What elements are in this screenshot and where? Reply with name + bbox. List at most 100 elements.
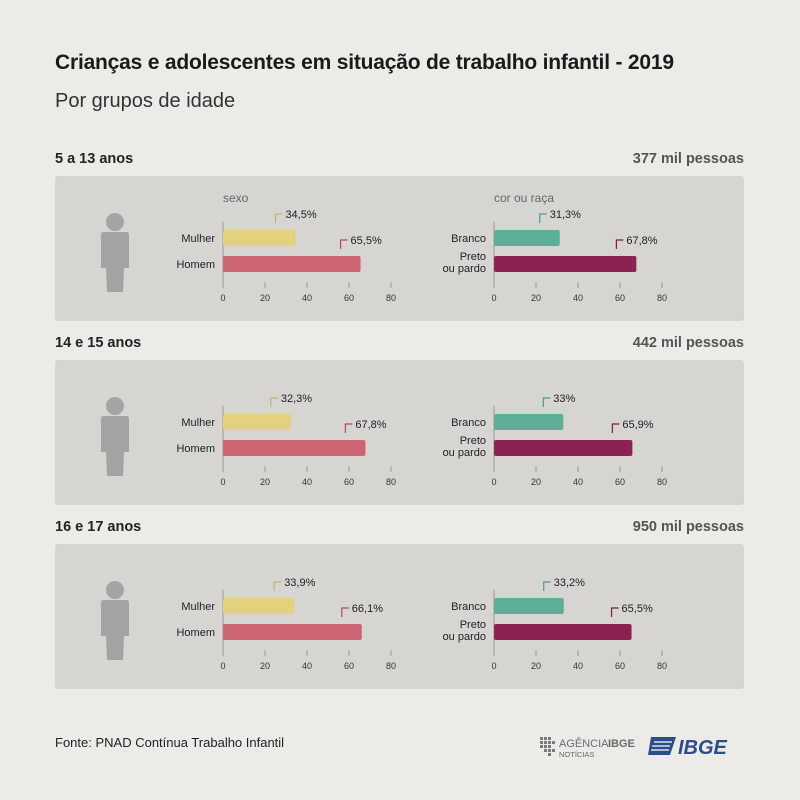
- value-label-branco: 31,3%: [550, 209, 581, 221]
- x-tick-label: 20: [260, 661, 270, 671]
- value-label-preto-pardo: 65,9%: [622, 419, 653, 431]
- value-label-branco: 33,2%: [554, 577, 585, 589]
- category-label-mulher: Mulher: [181, 601, 215, 613]
- x-tick-label: 80: [386, 477, 396, 487]
- group-label-5-13: 5 a 13 anos: [55, 151, 134, 167]
- x-tick-label: 0: [220, 661, 225, 671]
- x-tick-label: 40: [302, 477, 312, 487]
- bar-homem: [223, 256, 361, 272]
- agencia-logo-brand: IBGE: [608, 738, 635, 750]
- bar-homem: [223, 624, 362, 640]
- x-tick-label: 60: [615, 477, 625, 487]
- category-label-branco: Branco: [451, 417, 486, 429]
- bar-preto-pardo: [494, 256, 637, 272]
- callout-homem: [341, 607, 349, 617]
- value-label-mulher: 33,9%: [284, 577, 315, 589]
- category-label-branco: Branco: [451, 233, 486, 245]
- group-chart-14-15: 0 20 40 60 80 Mulher 32,3% Homem 67,8% 0 20 40 60 80 B…: [101, 393, 667, 487]
- bar-mulher: [223, 414, 291, 430]
- x-tick-label: 60: [615, 661, 625, 671]
- x-tick-label: 40: [573, 293, 583, 303]
- x-tick-label: 0: [491, 293, 496, 303]
- category-label-preto-pardo: Preto ou pardo: [443, 435, 486, 459]
- bar-branco: [494, 414, 564, 430]
- callout-preto-pardo: [611, 423, 620, 433]
- x-tick-label: 60: [344, 477, 354, 487]
- bar-branco: [494, 230, 560, 246]
- x-tick-label: 20: [531, 661, 541, 671]
- value-label-homem: 65,5%: [351, 235, 382, 247]
- group-panel-5-13: sexo 0 20 40 60 80 Mulher 34,5% Homem 65,5% cor ou…: [55, 176, 744, 321]
- x-tick-label: 60: [344, 293, 354, 303]
- callout-branco: [542, 397, 551, 407]
- x-tick-label: 0: [491, 477, 496, 487]
- x-tick-label: 80: [657, 477, 667, 487]
- callout-homem: [339, 239, 348, 249]
- bar-preto-pardo: [494, 440, 633, 456]
- category-label-branco: Branco: [451, 601, 486, 613]
- person-icon: [101, 397, 129, 476]
- ibge-logo-text: IBGE: [678, 737, 728, 759]
- group-total-16-17: 950 mil pessoas: [632, 519, 744, 535]
- source-note: Fonte: PNAD Contínua Trabalho Infantil: [55, 735, 285, 750]
- x-tick-label: 60: [344, 661, 354, 671]
- value-label-mulher: 32,3%: [281, 393, 312, 405]
- group-total-14-15: 442 mil pessoas: [632, 335, 744, 351]
- callout-mulher: [270, 397, 278, 407]
- x-tick-label: 80: [386, 661, 396, 671]
- callout-branco: [539, 213, 547, 223]
- chart-subtitle: Por grupos de idade: [55, 90, 236, 112]
- bar-homem: [223, 440, 366, 456]
- category-label-preto-pardo: Preto ou pardo: [443, 251, 486, 275]
- ibge-logo: IBGE: [648, 737, 728, 759]
- bar-mulher: [223, 230, 296, 246]
- chart-title: Crianças e adolescentes em situação de t…: [55, 51, 674, 74]
- x-tick-label: 40: [302, 661, 312, 671]
- bar-preto-pardo: [494, 624, 632, 640]
- callout-mulher: [273, 581, 282, 591]
- agencia-logo-mark-icon: [540, 737, 555, 756]
- person-icon: [101, 213, 129, 292]
- x-tick-label: 0: [491, 661, 496, 671]
- category-label-mulher: Mulher: [181, 233, 215, 245]
- x-tick-label: 20: [260, 477, 270, 487]
- x-tick-label: 60: [615, 293, 625, 303]
- callout-mulher: [274, 213, 283, 223]
- group-panel-14-15: 0 20 40 60 80 Mulher 32,3% Homem 67,8% 0 20 40 60 80 B…: [55, 360, 744, 505]
- value-label-branco: 33%: [553, 393, 575, 405]
- x-tick-label: 80: [657, 661, 667, 671]
- x-tick-label: 80: [386, 293, 396, 303]
- x-tick-label: 0: [220, 477, 225, 487]
- ibge-logo-mark-icon: [648, 737, 676, 755]
- bar-mulher: [223, 598, 295, 614]
- x-tick-label: 80: [657, 293, 667, 303]
- category-label-homem: Homem: [176, 443, 215, 455]
- group-label-14-15: 14 e 15 anos: [55, 335, 142, 351]
- group-label-16-17: 16 e 17 anos: [55, 519, 142, 535]
- x-tick-label: 0: [220, 293, 225, 303]
- value-label-homem: 67,8%: [355, 419, 386, 431]
- category-label-preto-pardo: Preto ou pardo: [443, 619, 486, 643]
- group-chart-5-13: sexo 0 20 40 60 80 Mulher 34,5% Homem 65,5% cor ou…: [101, 191, 667, 303]
- panel-title: sexo: [223, 191, 249, 205]
- agencia-logo-line1: AGÊNCIA: [559, 737, 609, 750]
- x-tick-label: 20: [531, 293, 541, 303]
- agencia-logo-line2: NOTÍCIAS: [559, 750, 594, 759]
- callout-homem: [344, 423, 353, 433]
- group-chart-16-17: 0 20 40 60 80 Mulher 33,9% Homem 66,1% 0 20 40 60 80 B…: [101, 577, 667, 671]
- panel-title: cor ou raça: [494, 191, 554, 205]
- group-panel-16-17: 0 20 40 60 80 Mulher 33,9% Homem 66,1% 0 20 40 60 80 B…: [55, 544, 744, 689]
- callout-branco: [543, 581, 551, 591]
- value-label-preto-pardo: 65,5%: [622, 603, 653, 615]
- callout-preto-pardo: [610, 607, 619, 617]
- category-label-mulher: Mulher: [181, 417, 215, 429]
- agencia-ibge-logo: AGÊNCIA IBGE NOTÍCIAS: [540, 737, 635, 759]
- value-label-mulher: 34,5%: [285, 209, 316, 221]
- value-label-homem: 66,1%: [352, 603, 383, 615]
- callout-preto-pardo: [615, 239, 624, 249]
- category-label-homem: Homem: [176, 259, 215, 271]
- group-total-5-13: 377 mil pessoas: [632, 151, 744, 167]
- x-tick-label: 40: [302, 293, 312, 303]
- x-tick-label: 20: [260, 293, 270, 303]
- value-label-preto-pardo: 67,8%: [626, 235, 657, 247]
